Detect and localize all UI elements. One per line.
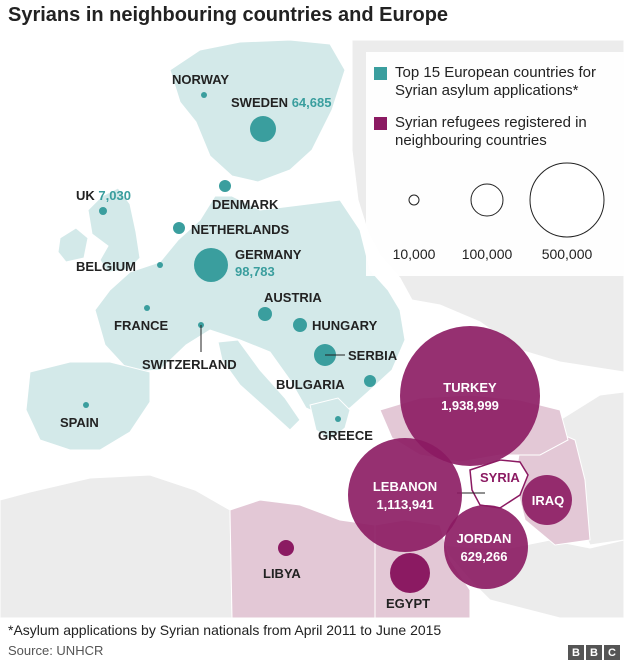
label-germany: GERMANY xyxy=(235,247,302,262)
italy-land xyxy=(217,339,301,431)
label-syria: SYRIA xyxy=(480,470,520,485)
marker-egypt xyxy=(390,553,430,593)
marker-sweden xyxy=(250,116,276,142)
marker-hungary xyxy=(293,318,307,332)
legend-circle-large xyxy=(529,162,605,238)
marker-spain xyxy=(83,402,89,408)
label-sweden: SWEDEN 64,685 xyxy=(231,95,331,110)
label-hungary: HUNGARY xyxy=(312,318,378,333)
europe-markers xyxy=(83,92,376,422)
legend-size-label-small: 10,000 xyxy=(392,246,436,262)
marker-austria xyxy=(258,307,272,321)
legend-neighbour-row: Syrian refugees registered in neighbouri… xyxy=(374,114,624,150)
neighbour-labels: TURKEY 1,938,999 LEBANON 1,113,941 JORDA… xyxy=(263,380,564,611)
label-lebanon: LEBANON xyxy=(373,479,437,494)
label-spain: SPAIN xyxy=(60,415,99,430)
label-france: FRANCE xyxy=(114,318,168,333)
label-turkey: TURKEY xyxy=(443,380,497,395)
marker-lebanon xyxy=(348,438,462,552)
marker-turkey xyxy=(400,326,540,466)
label-serbia: SERBIA xyxy=(348,348,398,363)
marker-belgium xyxy=(157,262,163,268)
ireland-land xyxy=(57,227,89,263)
label-denmark: DENMARK xyxy=(212,197,279,212)
north-africa-west xyxy=(0,474,233,618)
syria-land xyxy=(469,459,529,509)
europe-land xyxy=(25,40,406,451)
label-norway: NORWAY xyxy=(172,72,229,87)
label-lebanon-value: 1,113,941 xyxy=(376,497,433,512)
marker-netherlands xyxy=(173,222,185,234)
legend-size-label-large: 500,000 xyxy=(541,246,593,262)
page-title: Syrians in neighbouring countries and Eu… xyxy=(8,4,449,26)
legend-europe-label: Top 15 European countries for Syrian asy… xyxy=(395,64,596,99)
label-austria: AUSTRIA xyxy=(264,290,322,305)
bbc-logo-letter: B xyxy=(568,645,584,660)
legend-size-circles xyxy=(408,162,605,238)
marker-uk xyxy=(99,207,107,215)
marker-france xyxy=(144,305,150,311)
label-germany-value: 98,783 xyxy=(235,264,275,279)
map-canvas: NORWAY SWEDEN 64,685 UK 7,030 DENMARK NE… xyxy=(0,40,624,618)
label-libya: LIBYA xyxy=(263,566,301,581)
marker-denmark xyxy=(219,180,231,192)
label-turkey-value: 1,938,999 xyxy=(441,398,499,413)
legend-europe-swatch xyxy=(374,67,387,80)
footnote: *Asylum applications by Syrian nationals… xyxy=(8,622,442,638)
legend-neighbour-swatch xyxy=(374,117,387,130)
label-uk: UK 7,030 xyxy=(76,188,131,203)
label-switzerland: SWITZERLAND xyxy=(142,357,237,372)
scandinavia-land xyxy=(169,40,346,183)
marker-germany xyxy=(194,248,228,282)
marker-libya xyxy=(278,540,294,556)
label-netherlands: NETHERLANDS xyxy=(191,222,290,237)
label-jordan: JORDAN xyxy=(457,531,512,546)
label-greece: GREECE xyxy=(318,428,373,443)
source-credit: Source: UNHCR xyxy=(8,643,104,658)
legend-circle-medium xyxy=(470,183,504,217)
label-egypt: EGYPT xyxy=(386,596,430,611)
label-belgium: BELGIUM xyxy=(76,259,136,274)
legend-neighbour-label: Syrian refugees registered in neighbouri… xyxy=(395,114,587,149)
label-jordan-value: 629,266 xyxy=(461,549,508,564)
legend-europe-row: Top 15 European countries for Syrian asy… xyxy=(374,64,624,100)
label-bulgaria: BULGARIA xyxy=(276,377,345,392)
label-iraq: IRAQ xyxy=(532,493,565,508)
europe-labels: NORWAY SWEDEN 64,685 UK 7,030 DENMARK NE… xyxy=(60,72,398,443)
bbc-logo-letter: C xyxy=(604,645,620,660)
greece-land xyxy=(309,397,351,441)
bbc-logo-letter: B xyxy=(586,645,602,660)
marker-iraq xyxy=(522,475,572,525)
legend-circle-small xyxy=(408,194,420,206)
marker-norway xyxy=(201,92,207,98)
marker-jordan xyxy=(444,505,528,589)
bbc-logo: B B C xyxy=(568,645,620,660)
legend: Top 15 European countries for Syrian asy… xyxy=(366,52,624,276)
legend-size-label-medium: 100,000 xyxy=(461,246,513,262)
marker-greece xyxy=(335,416,341,422)
neighbour-markers xyxy=(278,326,572,593)
marker-bulgaria xyxy=(364,375,376,387)
